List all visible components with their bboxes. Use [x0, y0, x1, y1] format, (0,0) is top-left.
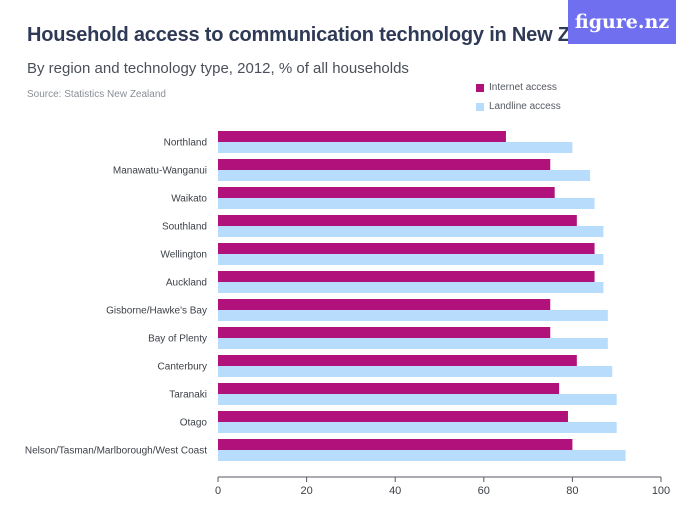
category-label-11: Nelson/Tasman/Marlborough/West Coast — [25, 446, 207, 457]
x-tick-label-5: 100 — [652, 485, 670, 497]
bar-internet-1 — [218, 159, 551, 170]
category-label-3: Southland — [162, 222, 207, 233]
category-label-6: Gisborne/Hawke's Bay — [106, 306, 207, 317]
category-label-2: Waikato — [171, 194, 207, 205]
category-label-8: Canterbury — [158, 362, 207, 373]
bar-landline-7 — [218, 338, 608, 349]
bar-landline-8 — [218, 366, 613, 377]
x-tick-label-3: 60 — [478, 485, 490, 497]
bar-landline-10 — [218, 422, 617, 433]
legend-label-internet: Internet access — [489, 82, 557, 93]
bar-landline-1 — [218, 170, 591, 181]
category-label-5: Auckland — [166, 278, 207, 289]
figure-nz-logo[interactable]: figure.nz — [568, 0, 676, 44]
bar-internet-4 — [218, 243, 595, 254]
bar-internet-5 — [218, 271, 595, 282]
legend: Internet access Landline access — [476, 78, 561, 116]
bar-internet-8 — [218, 355, 577, 366]
category-label-7: Bay of Plenty — [148, 334, 207, 345]
legend-item-landline: Landline access — [476, 97, 561, 116]
source-note: Source: Statistics New Zealand — [27, 89, 166, 100]
category-label-10: Otago — [180, 418, 208, 429]
legend-swatch-internet — [476, 83, 484, 92]
x-tick-label-0: 0 — [215, 485, 221, 497]
bar-internet-9 — [218, 383, 560, 394]
bar-internet-11 — [218, 439, 573, 450]
bar-landline-5 — [218, 282, 604, 293]
bar-internet-2 — [218, 187, 555, 198]
x-tick-label-2: 40 — [389, 485, 401, 497]
bar-internet-0 — [218, 131, 506, 142]
bar-landline-2 — [218, 198, 595, 209]
bar-landline-3 — [218, 226, 604, 237]
category-label-9: Taranaki — [169, 390, 207, 401]
category-label-0: Northland — [164, 138, 207, 149]
category-label-1: Manawatu-Wanganui — [113, 166, 207, 177]
bar-internet-10 — [218, 411, 568, 422]
bar-landline-0 — [218, 142, 573, 153]
bar-internet-7 — [218, 327, 551, 338]
bar-internet-3 — [218, 215, 577, 226]
chart-subtitle: By region and technology type, 2012, % o… — [27, 60, 409, 77]
legend-item-internet: Internet access — [476, 78, 561, 97]
chart-title: Household access to communication techno… — [27, 24, 632, 46]
bar-landline-9 — [218, 394, 617, 405]
bar-internet-6 — [218, 299, 551, 310]
bar-landline-6 — [218, 310, 608, 321]
legend-swatch-landline — [476, 102, 484, 111]
category-label-4: Wellington — [160, 250, 207, 261]
x-tick-label-1: 20 — [300, 485, 312, 497]
bar-landline-11 — [218, 450, 626, 461]
bar-landline-4 — [218, 254, 604, 265]
x-tick-label-4: 80 — [566, 485, 578, 497]
legend-label-landline: Landline access — [489, 101, 561, 112]
